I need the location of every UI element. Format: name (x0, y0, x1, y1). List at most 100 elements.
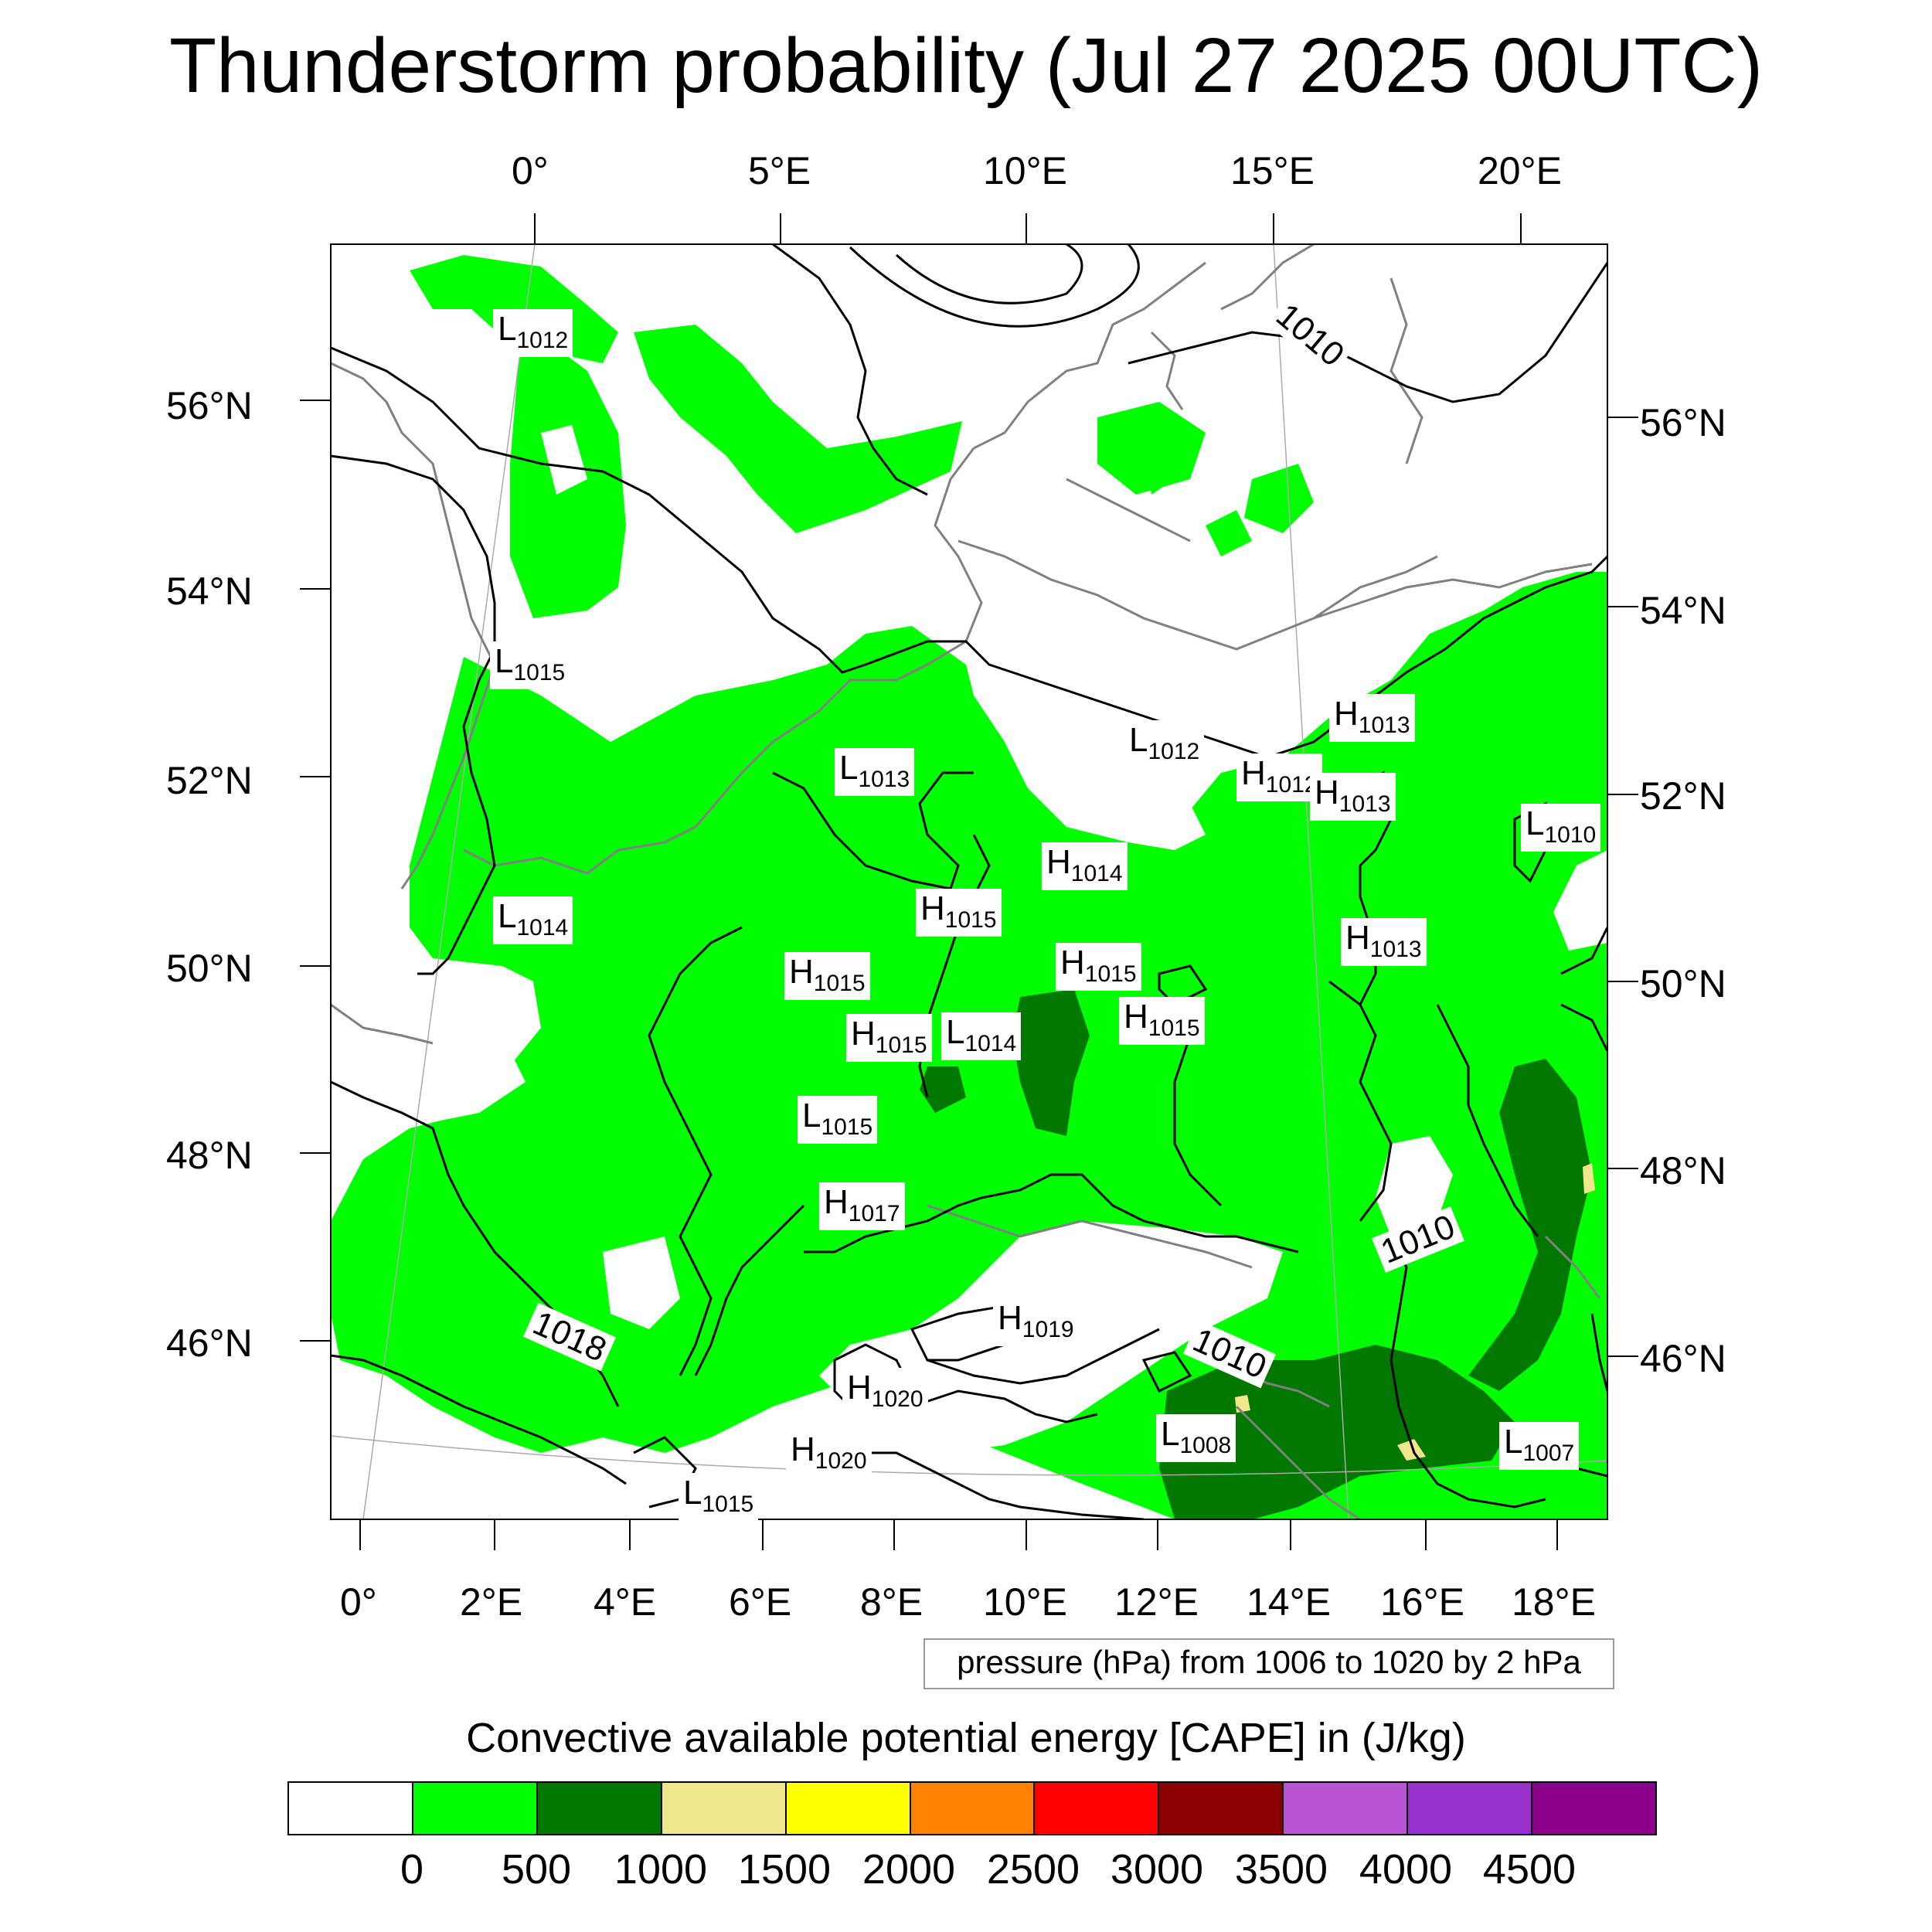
pressure-center-label: H1020 (786, 1430, 872, 1478)
pressure-center-type: L (495, 642, 514, 680)
pressure-center-type: H (998, 1299, 1022, 1337)
left-lat-label: 46°N (166, 1321, 253, 1365)
pressure-center-label: L1015 (679, 1473, 759, 1521)
colorbar-swatch (1284, 1783, 1409, 1834)
pressure-center-label: H1015 (916, 889, 1002, 937)
bottom-lon-label: 14°E (1247, 1580, 1331, 1624)
pressure-center-label: H1015 (1119, 997, 1205, 1045)
pressure-center-value: 1015 (944, 907, 997, 933)
colorbar-swatch (537, 1783, 662, 1834)
pressure-center-label: H1014 (1042, 842, 1128, 890)
bottom-lon-label: 8°E (860, 1580, 923, 1624)
pressure-center-type: H (1124, 998, 1148, 1036)
pressure-center-value: 1019 (1022, 1317, 1074, 1342)
pressure-center-label: L1008 (1156, 1414, 1236, 1462)
pressure-center-label: L1012 (1124, 720, 1205, 768)
pressure-center-type: H (1060, 944, 1085, 981)
colorbar-tick: 1500 (737, 1846, 832, 1893)
pressure-center-value: 1008 (1179, 1433, 1232, 1458)
pressure-center-type: L (498, 310, 517, 348)
top-lon-label: 15°E (1230, 149, 1315, 192)
pressure-center-label: L1014 (941, 1012, 1022, 1060)
colorbar-tick: 4500 (1482, 1846, 1577, 1893)
colorbar (287, 1781, 1657, 1835)
colorbar-swatch (1159, 1783, 1284, 1834)
pressure-center-label: H1020 (842, 1368, 928, 1416)
left-lat-label: 56°N (166, 384, 253, 427)
pressure-center-label: H1012 (1236, 753, 1322, 801)
pressure-center-label: L1014 (493, 896, 573, 944)
pressure-center-type: L (1129, 721, 1148, 759)
pressure-center-type: H (847, 1369, 872, 1406)
pressure-center-value: 1013 (1369, 937, 1422, 962)
pressure-center-type: H (791, 1430, 815, 1468)
bottom-lon-label: 18°E (1512, 1580, 1596, 1624)
pressure-center-value: 1017 (848, 1201, 900, 1226)
colorbar-tick: 2000 (862, 1846, 956, 1893)
pressure-center-type: H (824, 1183, 849, 1221)
pressure-center-type: L (1504, 1423, 1523, 1461)
colorbar-tick: 3500 (1234, 1846, 1328, 1893)
colorbar-swatch (786, 1783, 911, 1834)
colorbar-title: Convective available potential energy [C… (466, 1715, 1466, 1761)
pressure-center-label: H1017 (819, 1182, 905, 1230)
colorbar-swatch (289, 1783, 413, 1834)
pressure-center-type: L (1526, 804, 1545, 842)
pressure-center-value: 1007 (1522, 1440, 1575, 1466)
pressure-center-label: H1015 (846, 1014, 932, 1062)
pressure-center-type: L (1161, 1415, 1180, 1453)
colorbar-swatch (1532, 1783, 1655, 1834)
pressure-center-label: H1019 (993, 1298, 1079, 1346)
left-lat-label: 48°N (166, 1134, 253, 1177)
pressure-center-label: H1013 (1341, 918, 1427, 966)
colorbar-tick: 3000 (1110, 1846, 1204, 1893)
pressure-center-label: H1015 (784, 952, 870, 1000)
bottom-lon-label: 6°E (729, 1580, 792, 1624)
pressure-center-value: 1015 (875, 1032, 927, 1058)
pressure-center-value: 1013 (1338, 791, 1391, 817)
pressure-center-label: L1015 (490, 641, 570, 689)
bottom-lon-label: 2°E (460, 1580, 523, 1624)
pressure-center-type: H (1315, 774, 1339, 811)
bottom-lon-label: 16°E (1380, 1580, 1464, 1624)
pressure-center-label: L1007 (1499, 1422, 1580, 1470)
colorbar-tick: 500 (501, 1846, 572, 1893)
pressure-center-label: H1015 (1056, 943, 1141, 991)
pressure-center-type: H (1241, 754, 1266, 792)
pressure-center-value: 1020 (815, 1448, 867, 1474)
colorbar-tick: 0 (400, 1846, 424, 1893)
pressure-center-value: 1015 (813, 971, 866, 996)
pressure-center-type: H (1345, 919, 1370, 957)
pressure-center-value: 1014 (964, 1031, 1017, 1056)
pressure-center-type: L (802, 1097, 821, 1134)
pressure-center-value: 1012 (1265, 772, 1318, 798)
pressure-center-value: 1015 (1084, 961, 1137, 987)
top-lon-label: 20°E (1478, 149, 1562, 192)
pressure-center-type: H (789, 953, 814, 991)
right-lat-label: 52°N (1640, 774, 1726, 818)
pressure-center-type: L (946, 1013, 965, 1051)
bottom-lon-label: 12°E (1114, 1580, 1199, 1624)
pressure-center-type: L (498, 897, 517, 935)
pressure-center-label: L1012 (493, 309, 573, 357)
left-lat-label: 50°N (166, 947, 253, 990)
pressure-center-label: L1010 (1521, 804, 1601, 852)
graticule (331, 244, 1607, 1519)
pressure-center-value: 1013 (1358, 713, 1410, 738)
map-frame (330, 243, 1608, 1520)
cape-field-holes (331, 425, 1607, 1453)
pressure-center-value: 1013 (858, 767, 910, 792)
left-lat-label: 52°N (166, 759, 253, 802)
colorbar-swatch (1408, 1783, 1533, 1834)
pressure-center-label: L1015 (798, 1096, 878, 1144)
pressure-center-value: 1010 (1544, 822, 1597, 848)
pressure-center-type: H (1046, 843, 1071, 881)
page-title: Thunderstorm probability (Jul 27 2025 00… (168, 22, 1764, 109)
top-lon-label: 0° (512, 149, 549, 192)
top-lon-label: 10°E (983, 149, 1067, 192)
colorbar-swatch (413, 1783, 538, 1834)
pressure-center-type: H (920, 889, 945, 927)
pressure-center-value: 1014 (1070, 861, 1123, 886)
top-lon-label: 5°E (748, 149, 811, 192)
right-lat-label: 50°N (1640, 962, 1726, 1005)
